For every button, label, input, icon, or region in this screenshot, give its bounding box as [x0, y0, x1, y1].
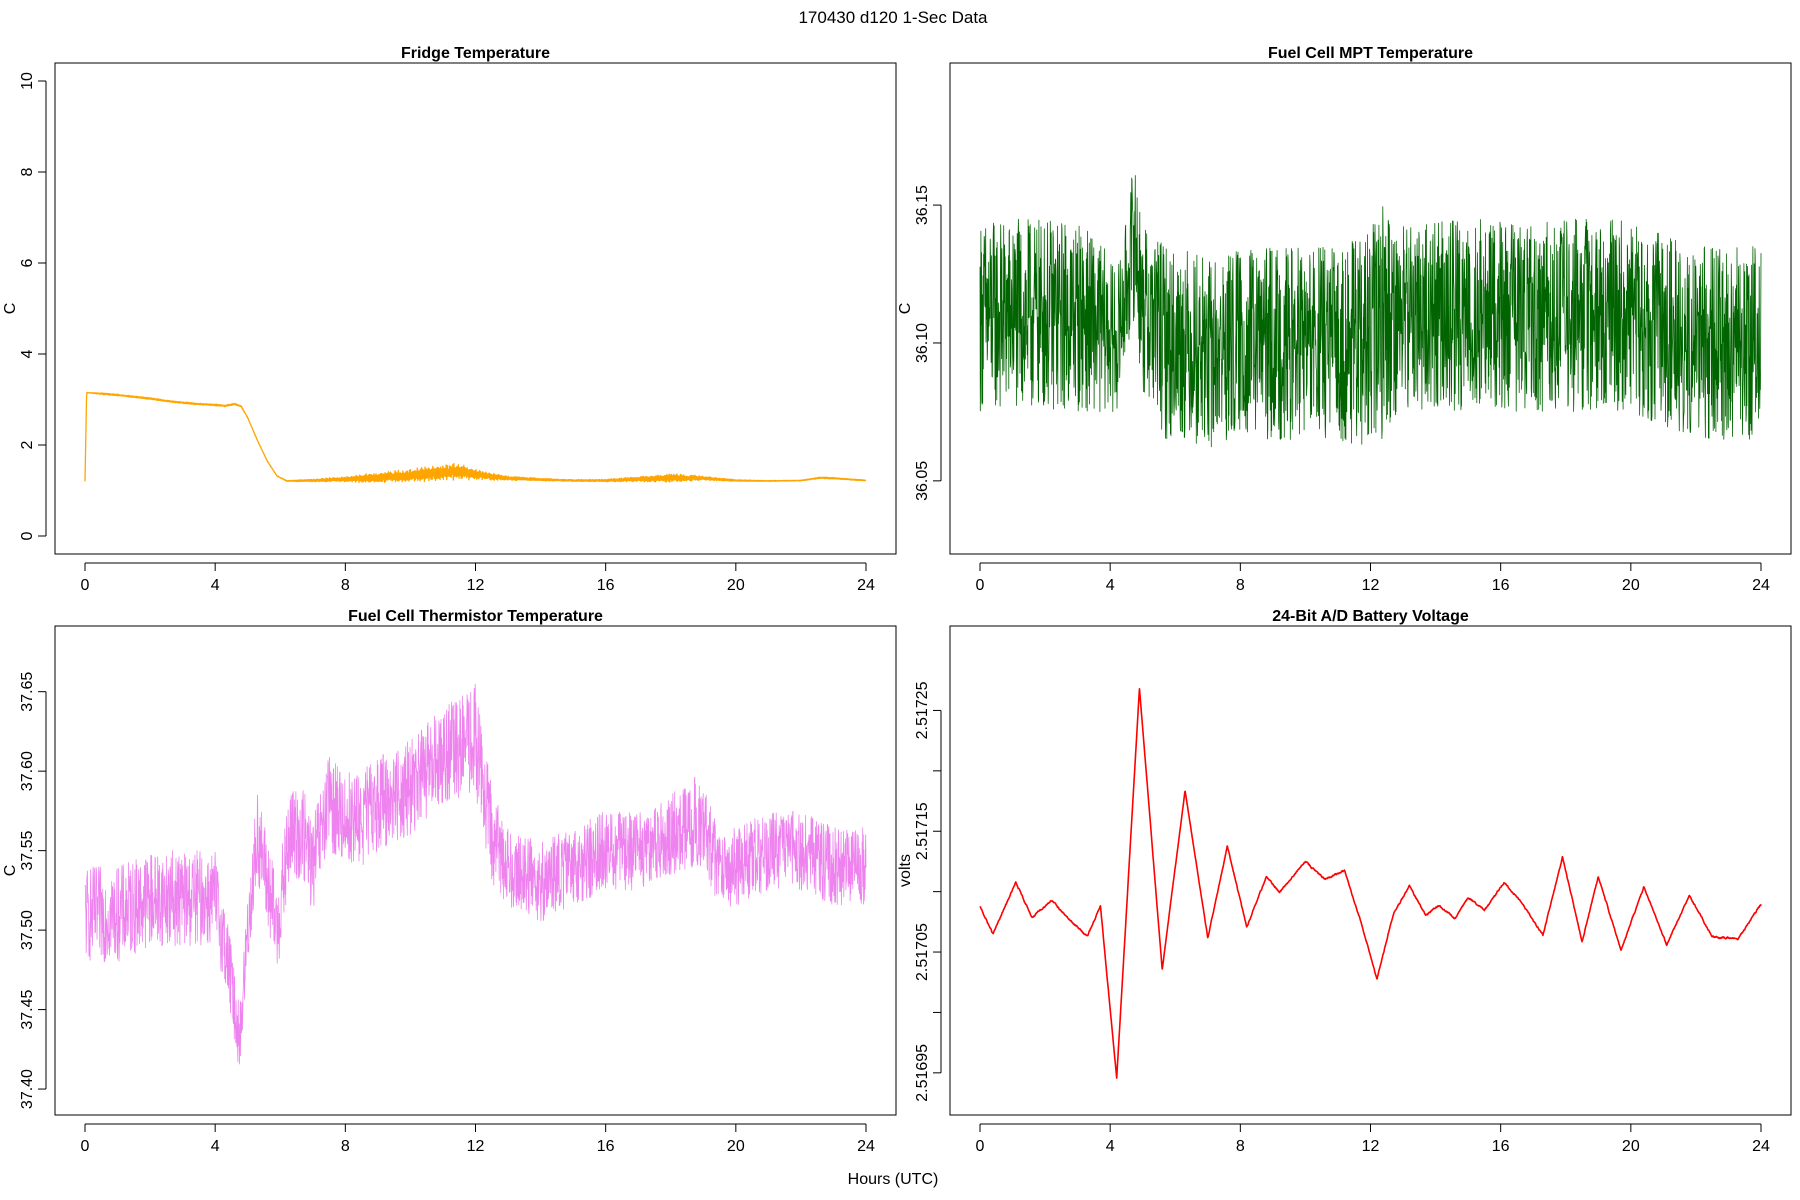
plot-frame — [54, 625, 897, 1116]
x-tick-label: 4 — [1106, 1138, 1115, 1155]
x-tick-label: 24 — [857, 577, 875, 594]
y-tick-label: 6 — [19, 258, 36, 267]
x-tick-label: 12 — [467, 577, 485, 594]
y-tick-label: 0 — [19, 531, 36, 540]
x-tick-label: 4 — [211, 1138, 220, 1155]
y-tick-label: 37.55 — [19, 831, 36, 871]
series-line — [979, 687, 1762, 1079]
y-tick-label: 36.10 — [914, 323, 931, 363]
series-line — [84, 683, 867, 1065]
y-tick-label: 37.45 — [19, 989, 36, 1029]
x-tick-label: 12 — [1362, 1138, 1380, 1155]
x-tick-label: 4 — [1106, 577, 1115, 594]
x-tick-label: 24 — [1752, 1138, 1770, 1155]
x-tick-label: 12 — [467, 1138, 485, 1155]
x-tick-label: 8 — [341, 577, 350, 594]
x-tick-label: 0 — [976, 1138, 985, 1155]
x-tick-label: 16 — [597, 1138, 615, 1155]
plot-frame — [54, 62, 897, 555]
x-tick-label: 4 — [211, 577, 220, 594]
x-tick-label: 20 — [727, 577, 745, 594]
panel-fuel-cell-mpt-temperature: Fuel Cell MPT Temperature C 0 4 8 12 16 20 24 3… — [897, 45, 1792, 594]
y-axis-label: volts — [897, 854, 914, 887]
y-tick-label: 4 — [19, 349, 36, 358]
x-tick-label: 24 — [857, 1138, 875, 1155]
series-line — [84, 392, 867, 484]
x-tick-label: 16 — [1492, 577, 1510, 594]
y-tick-label: 37.50 — [19, 910, 36, 950]
y-axis-label: C — [2, 865, 19, 877]
panel-title: Fridge Temperature — [401, 45, 550, 62]
y-tick-label: 37.40 — [19, 1069, 36, 1109]
y-tick-label: 8 — [19, 167, 36, 176]
y-tick-label: 36.05 — [914, 461, 931, 501]
x-tick-label: 8 — [1236, 1138, 1245, 1155]
x-tick-label: 0 — [81, 577, 90, 594]
x-tick-label: 0 — [976, 577, 985, 594]
figure-title: 170430 d120 1-Sec Data — [798, 8, 988, 27]
x-tick-label: 24 — [1752, 577, 1770, 594]
x-tick-label: 12 — [1362, 577, 1380, 594]
x-tick-label: 16 — [597, 577, 615, 594]
y-tick-label: 37.65 — [19, 672, 36, 712]
x-tick-label: 20 — [1622, 1138, 1640, 1155]
panel-title: Fuel Cell MPT Temperature — [1268, 45, 1473, 62]
x-tick-label: 20 — [727, 1138, 745, 1155]
y-tick-label: 2.51715 — [914, 802, 931, 860]
panel-title: Fuel Cell Thermistor Temperature — [348, 608, 603, 625]
y-axis-label: C — [897, 303, 914, 315]
plot-frame — [949, 62, 1792, 555]
y-tick-label: 37.60 — [19, 751, 36, 791]
y-tick-label: 36.15 — [914, 185, 931, 225]
x-tick-label: 16 — [1492, 1138, 1510, 1155]
x-tick-label: 20 — [1622, 577, 1640, 594]
y-axis-label: C — [2, 303, 19, 315]
y-tick-label: 2.51705 — [914, 923, 931, 981]
plot-frame — [949, 625, 1792, 1116]
x-tick-label: 8 — [341, 1138, 350, 1155]
y-tick-label: 2 — [19, 440, 36, 449]
x-tick-label: 8 — [1236, 577, 1245, 594]
panel-title: 24-Bit A/D Battery Voltage — [1272, 608, 1469, 625]
panel-battery-voltage: 24-Bit A/D Battery Voltage volts 0 4 8 12 16… — [897, 608, 1792, 1155]
panel-fuel-cell-thermistor-temperature: Fuel Cell Thermistor Temperature C 0 4 8 12… — [2, 608, 897, 1155]
x-tick-label: 0 — [81, 1138, 90, 1155]
y-tick-label: 2.51725 — [914, 681, 931, 739]
y-tick-label: 2.51695 — [914, 1044, 931, 1102]
series-line — [979, 175, 1762, 448]
y-tick-label: 10 — [19, 72, 36, 90]
x-axis-label: Hours (UTC) — [848, 1171, 939, 1188]
